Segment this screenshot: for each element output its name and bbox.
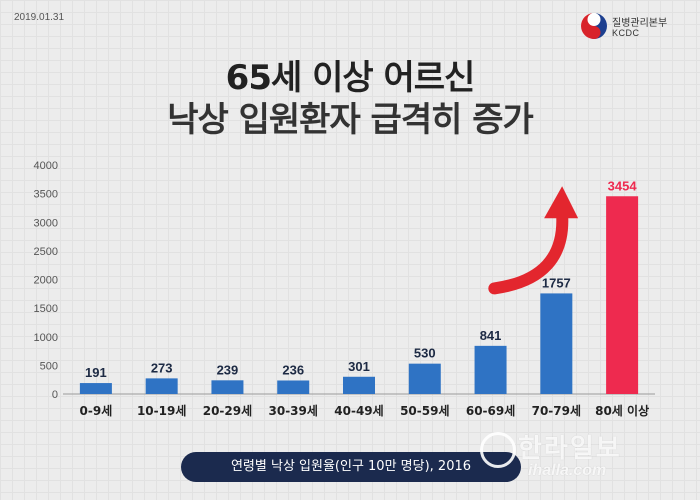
org-name: 질병관리본부 <box>612 18 668 29</box>
y-tick-label: 1500 <box>34 303 58 315</box>
bar-value-label: 273 <box>151 360 173 375</box>
watermark-logo-icon <box>480 432 516 468</box>
watermark-url: ihalla.com <box>528 462 607 479</box>
bar <box>408 363 441 394</box>
trend-arrow-head <box>544 186 579 219</box>
page-title-line1: 65세 이상 어르신 <box>225 58 476 98</box>
bar <box>79 383 112 394</box>
bar <box>277 380 310 394</box>
bar-value-label: 191 <box>85 365 107 380</box>
chart-caption: 연령별 낙상 입원율(인구 10만 명당), 2016 <box>181 452 521 482</box>
bar <box>211 380 244 394</box>
bar-value-label: 239 <box>217 362 239 377</box>
y-tick-label: 0 <box>52 389 58 401</box>
y-tick-label: 2000 <box>34 275 58 287</box>
y-tick-label: 2500 <box>34 246 58 258</box>
y-tick-label: 500 <box>40 360 58 372</box>
bar <box>145 378 178 394</box>
x-tick-label: 60-69세 <box>466 403 515 418</box>
date-stamp: 2019.01.31 <box>14 12 65 23</box>
x-tick-label: 30-39세 <box>269 403 318 418</box>
bar-highlight <box>606 196 639 394</box>
bar-value-label: 530 <box>414 346 436 361</box>
org-abbr: KCDC <box>612 28 640 38</box>
page-title-line2: 낙상 입원환자 급격히 증가 <box>167 100 534 140</box>
trend-arrow-shaft <box>488 208 569 295</box>
kcdc-logo: 질병관리본부 KCDC <box>580 10 690 44</box>
x-tick-label: 40-49세 <box>334 403 383 418</box>
watermark: 한라일보 ihalla.com <box>480 428 690 488</box>
x-tick-label: 20-29세 <box>203 403 252 418</box>
x-tick-label: 0-9세 <box>80 403 113 418</box>
watermark-text: 한라일보 <box>518 434 622 464</box>
bar-value-label: 301 <box>348 359 370 374</box>
y-tick-label: 3500 <box>34 189 58 201</box>
bar-value-label: 841 <box>480 328 502 343</box>
bar <box>474 345 507 394</box>
x-tick-label: 50-59세 <box>400 403 449 418</box>
y-tick-label: 1000 <box>34 332 58 344</box>
taegeuk-icon <box>581 13 607 39</box>
y-tick-label: 4000 <box>34 160 58 172</box>
bar <box>540 293 573 394</box>
bar-value-label: 3454 <box>608 178 638 193</box>
x-tick-label: 10-19세 <box>137 403 186 418</box>
x-tick-label: 70-79세 <box>532 403 581 418</box>
bar-value-label: 236 <box>282 362 304 377</box>
bar-value-label: 1757 <box>542 275 571 290</box>
y-tick-label: 3000 <box>34 217 58 229</box>
bar <box>343 376 375 394</box>
x-tick-label: 80세 이상 <box>595 403 649 418</box>
